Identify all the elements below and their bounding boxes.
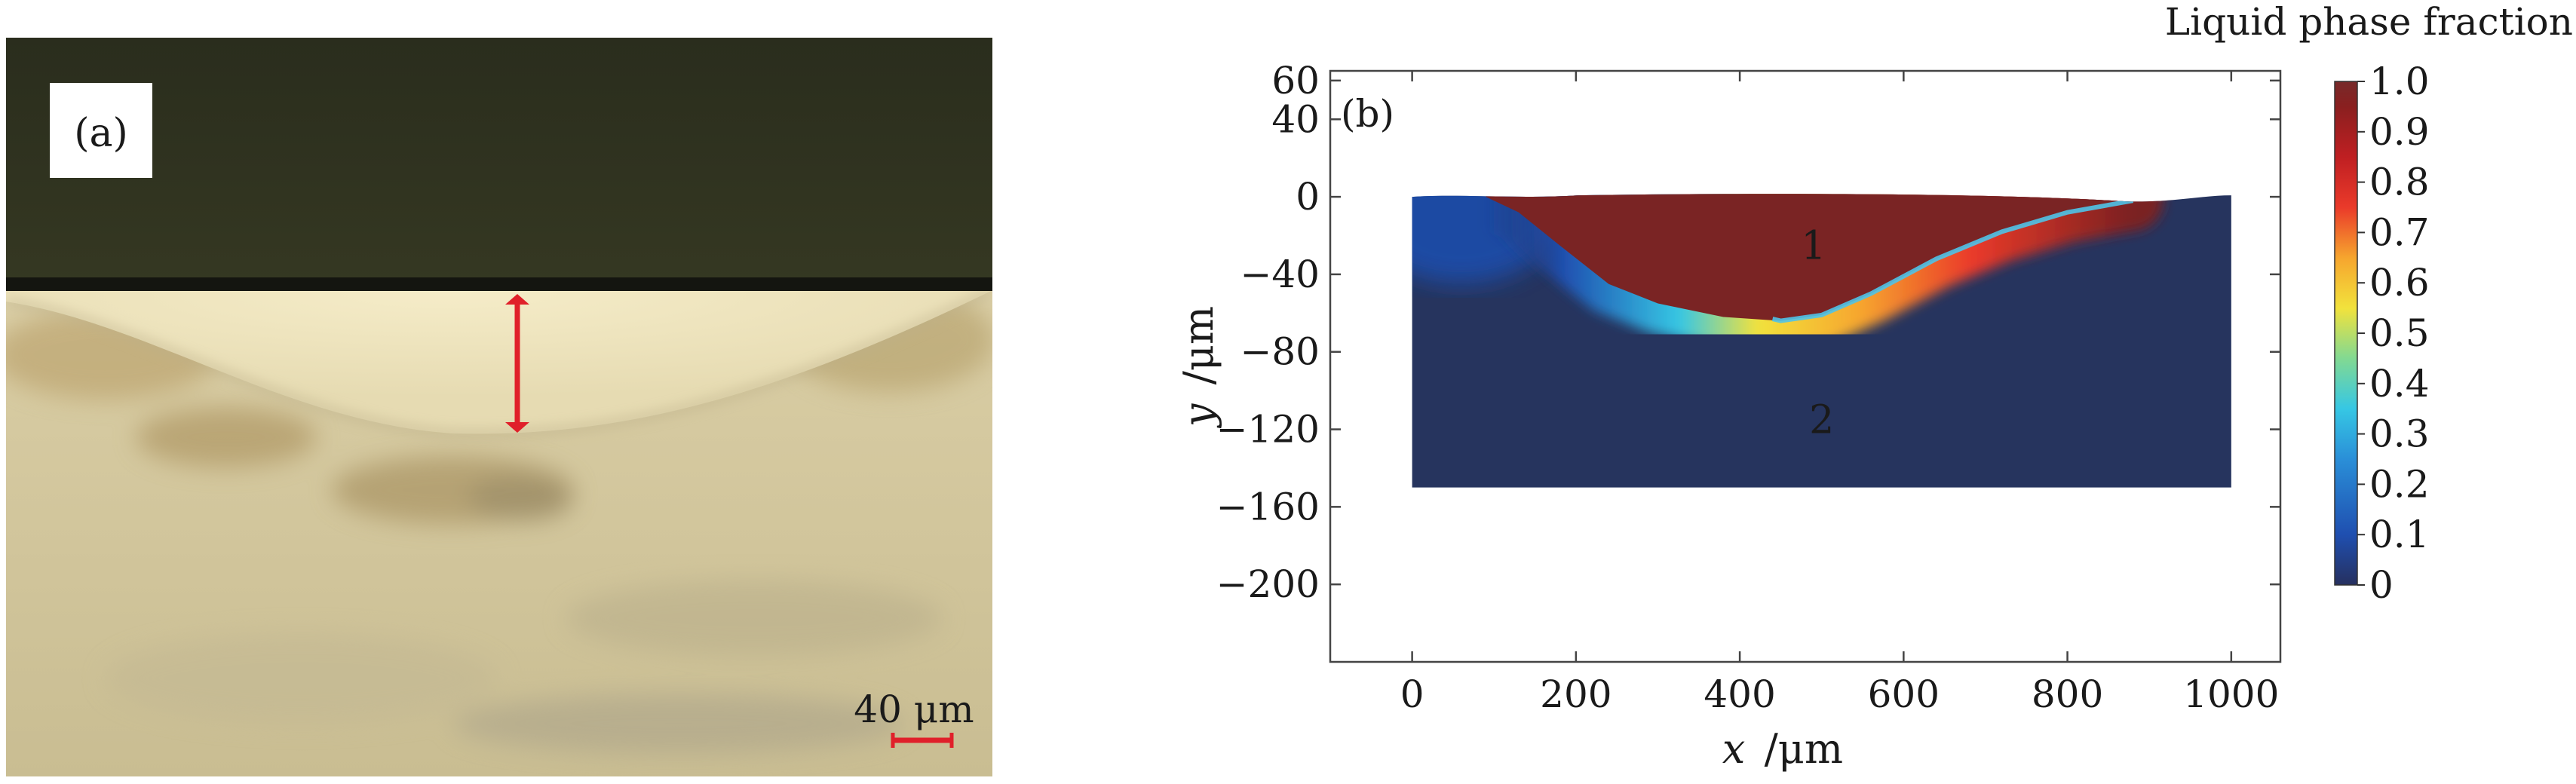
melt-pool-region bbox=[6, 285, 992, 434]
colorbar-tick-label-3: 0.7 bbox=[2369, 210, 2430, 254]
x-tick-label-0: 0 bbox=[1400, 672, 1424, 716]
x-axis-unit: /μm bbox=[1765, 725, 1844, 773]
fusion-boundary bbox=[6, 286, 992, 438]
x-tick-label-1: 200 bbox=[1540, 672, 1612, 716]
y-tick-label-6: −160 bbox=[1216, 485, 1320, 528]
y-tick-label-0: 60 bbox=[1271, 59, 1320, 103]
colorbar-tick-label-2: 0.8 bbox=[2369, 161, 2430, 204]
y-tick-label-4: −80 bbox=[1240, 330, 1320, 374]
colorbar-title: Liquid phase fraction bbox=[2165, 0, 2573, 44]
y-tick-label-1: 40 bbox=[1271, 97, 1320, 141]
y-axis-unit: /μm bbox=[1175, 306, 1222, 385]
x-tick-label-2: 400 bbox=[1704, 672, 1775, 716]
colorbar-tick-label-10: 0 bbox=[2369, 563, 2394, 607]
region-label-1: 1 bbox=[1801, 223, 1826, 268]
liquid-region bbox=[1486, 194, 2133, 321]
liquid-fraction-field bbox=[1412, 194, 2164, 351]
scale-bar-label: 40 μm bbox=[854, 688, 974, 731]
x-tick-label-5: 1000 bbox=[2183, 672, 2279, 716]
panel-b-label: (b) bbox=[1341, 92, 1394, 136]
x-tick-label-3: 600 bbox=[1868, 672, 1940, 716]
fusion-line bbox=[1771, 198, 2134, 323]
colorbar-tick-label-5: 0.5 bbox=[2369, 311, 2430, 355]
colorbar-ticks: 1.0 0.9 0.8 0.7 0.6 0.5 0.4 0.3 0.2 0.1 0 bbox=[2357, 60, 2430, 607]
x-axis-label: x /μm bbox=[1722, 725, 1843, 773]
y-axis-variable: y bbox=[1175, 403, 1222, 428]
panel-a-label: (a) bbox=[74, 111, 128, 156]
panel-a-label-box bbox=[50, 83, 152, 178]
y-axis-label: y /μm bbox=[1175, 306, 1222, 428]
colorbar bbox=[2334, 81, 2358, 586]
colorbar-tick-label-7: 0.3 bbox=[2369, 412, 2430, 456]
colorbar-tick-label-1: 0.9 bbox=[2369, 110, 2430, 154]
colorbar-tick-label-4: 0.6 bbox=[2369, 261, 2430, 305]
mushy-zone-halo bbox=[1412, 194, 1559, 284]
colorbar-tick-label-9: 0.1 bbox=[2369, 513, 2430, 556]
x-axis-variable: x bbox=[1722, 725, 1745, 773]
scale-bar bbox=[891, 733, 954, 748]
surface-edge bbox=[6, 277, 992, 291]
region-label-2: 2 bbox=[1809, 398, 1834, 443]
y-tick-label-2: 0 bbox=[1296, 175, 1320, 219]
colorbar-tick-label-8: 0.2 bbox=[2369, 462, 2430, 506]
panel-a-micrograph: (a) 40 μm bbox=[6, 38, 992, 776]
mounting-resin bbox=[6, 38, 992, 286]
colorbar-tick-label-0: 1.0 bbox=[2369, 60, 2430, 103]
panel-b-simulation: (b) 1 2 0 200 400 600 800 100060400−40−80−120… bbox=[1175, 0, 2573, 773]
depth-marker bbox=[505, 294, 529, 433]
colorbar-tick-label-6: 0.4 bbox=[2369, 362, 2430, 406]
y-tick-label-3: −40 bbox=[1240, 253, 1320, 296]
y-tick-label-7: −200 bbox=[1216, 562, 1320, 606]
x-tick-label-4: 800 bbox=[2032, 672, 2103, 716]
y-tick-label-5: −120 bbox=[1216, 408, 1320, 452]
simulation-domain bbox=[1412, 194, 2231, 488]
